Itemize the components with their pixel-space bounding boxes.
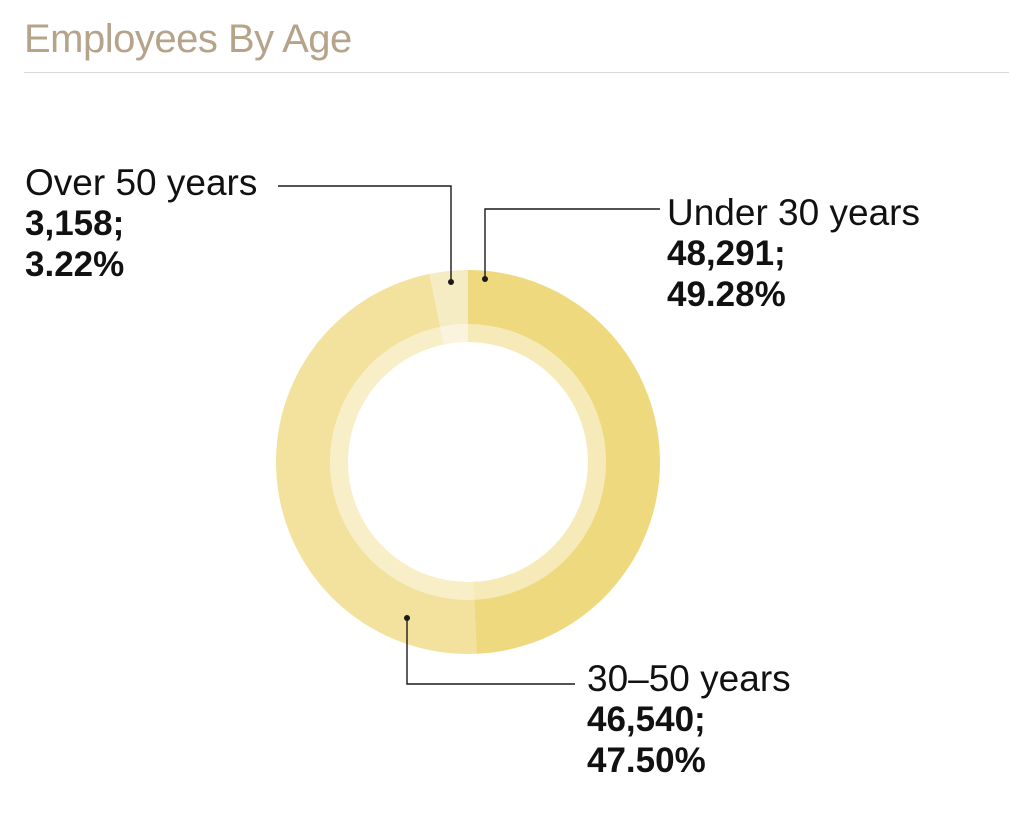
slice-label-30-to-50: 30–50 years [587,658,791,699]
page-title: Employees By Age [24,17,352,61]
slice-value-30-to-50: 46,540; [587,700,706,739]
donut-slice-30-to-50 [275,273,477,654]
slice-percent-under-30: 49.28% [667,275,786,314]
slice-value-under-30: 48,291; [667,234,786,273]
donut-slice-under-30 [468,269,661,654]
leader-line-under-30 [482,208,660,282]
slice-label-under-30: Under 30 years [667,192,920,233]
slice-percent-over-50: 3.22% [25,245,125,284]
donut-slices [275,269,661,654]
slice-value-over-50: 3,158; [25,204,125,243]
donut-inner-ring [330,324,606,600]
callout-30-to-50: 30–50 years 46,540; 47.50% [587,659,791,781]
leader-line-30-to-50 [404,615,575,685]
leader-lines [278,185,660,685]
callout-under-30: Under 30 years 48,291; 49.28% [667,193,920,315]
leader-line-over-50 [278,185,454,285]
donut-slice-over-50 [429,270,468,345]
slice-percent-30-to-50: 47.50% [587,741,706,780]
title-divider [24,72,1009,73]
callout-over-50: Over 50 years 3,158; 3.22% [25,163,257,285]
slice-label-over-50: Over 50 years [25,162,258,203]
